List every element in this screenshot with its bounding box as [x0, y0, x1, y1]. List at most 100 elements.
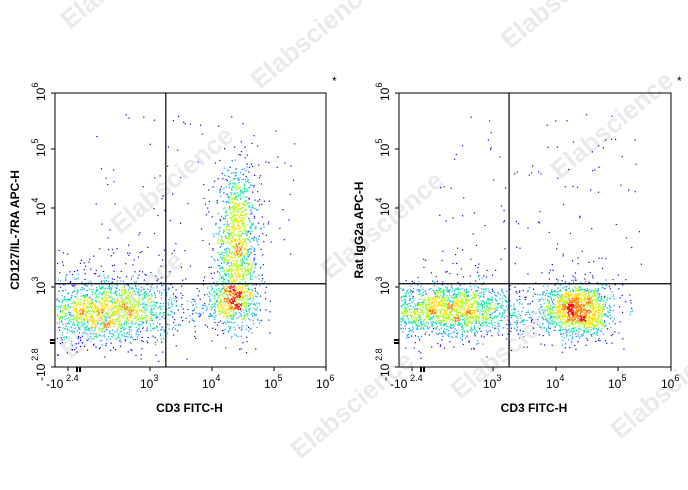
event-dot: [105, 327, 107, 329]
event-dot: [136, 336, 139, 338]
event-dot: [104, 277, 106, 279]
event-dot: [76, 317, 78, 319]
event-dot: [113, 270, 115, 272]
event-dot: [458, 308, 460, 310]
event-dot: [138, 288, 140, 290]
event-dot: [137, 301, 139, 303]
event-dot: [244, 178, 246, 180]
event-dot: [511, 315, 513, 317]
event-dot: [173, 312, 175, 314]
event-dot: [228, 297, 230, 299]
event-dot: [228, 305, 230, 307]
event-dot: [243, 186, 245, 189]
event-dot: [189, 315, 191, 317]
event-dot: [222, 217, 224, 219]
event-dot: [130, 313, 132, 315]
event-dot: [239, 260, 242, 263]
event-dot: [457, 331, 459, 334]
event-dot: [244, 319, 247, 321]
event-dot: [207, 207, 209, 209]
event-dot: [240, 191, 242, 193]
event-dot: [132, 287, 135, 289]
event-dot: [239, 285, 241, 287]
event-dot: [439, 290, 441, 292]
event-dot: [167, 314, 169, 316]
event-dot: [87, 310, 89, 312]
event-dot: [128, 316, 130, 318]
event-dot: [168, 307, 170, 309]
event-dot: [110, 255, 112, 257]
event-dot: [159, 308, 162, 310]
event-dot: [230, 216, 232, 219]
event-dot: [459, 319, 461, 321]
event-dot: [219, 246, 221, 248]
event-dot: [107, 237, 109, 239]
event-dot: [467, 294, 469, 296]
event-dot: [235, 198, 237, 200]
event-dot: [89, 258, 91, 260]
event-dot: [435, 332, 437, 335]
event-dot: [82, 318, 84, 320]
event-dot: [516, 320, 518, 322]
event-dot: [123, 335, 126, 337]
event-dot: [457, 315, 459, 317]
event-dot: [235, 218, 237, 220]
event-dot: [234, 333, 236, 335]
event-dot: [466, 296, 468, 298]
event-dot: [250, 228, 252, 230]
event-dot: [448, 304, 450, 306]
event-dot: [242, 298, 245, 300]
event-dot: [404, 294, 407, 296]
event-dot: [232, 172, 234, 174]
event-dot: [233, 268, 235, 270]
event-dot: [407, 318, 409, 320]
event-dot: [70, 319, 72, 321]
event-dot: [74, 302, 76, 304]
event-dot: [451, 306, 453, 308]
event-dot: [102, 297, 104, 299]
event-dot: [137, 313, 139, 315]
event-dot: [200, 124, 202, 126]
event-dot: [114, 203, 116, 205]
event-dot: [245, 196, 247, 198]
event-dot: [425, 259, 427, 261]
event-dot: [448, 292, 450, 294]
event-dot: [115, 306, 118, 308]
event-dot: [520, 314, 522, 317]
event-dot: [78, 342, 80, 344]
event-dot: [79, 328, 81, 330]
event-dot: [241, 278, 243, 280]
event-dot: [115, 302, 117, 304]
event-dot: [236, 294, 238, 296]
event-dot: [173, 293, 175, 295]
event-dot: [435, 296, 437, 298]
event-dot: [444, 328, 446, 330]
event-dot: [227, 294, 229, 296]
event-dot: [230, 242, 232, 244]
event-dot: [412, 291, 414, 293]
event-dot: [225, 323, 227, 325]
event-dot: [258, 164, 260, 166]
event-dot: [131, 337, 133, 339]
event-dot: [220, 301, 222, 303]
event-dot: [242, 248, 244, 250]
event-dot: [79, 262, 81, 264]
event-dot: [146, 327, 148, 329]
event-dot: [470, 285, 472, 287]
event-dot: [108, 312, 110, 314]
event-dot: [451, 318, 453, 320]
event-dot: [418, 294, 421, 296]
event-dot: [473, 348, 475, 350]
event-dot: [138, 315, 141, 317]
event-dot: [249, 240, 251, 242]
event-dot: [138, 328, 140, 330]
event-dot: [136, 338, 138, 340]
event-dot: [479, 292, 481, 294]
event-dot: [255, 284, 257, 286]
event-dot: [269, 311, 271, 313]
event-dot: [437, 296, 439, 298]
event-dot: [408, 336, 410, 338]
event-dot: [62, 264, 65, 266]
event-dot: [134, 299, 136, 301]
event-dot: [479, 297, 481, 299]
